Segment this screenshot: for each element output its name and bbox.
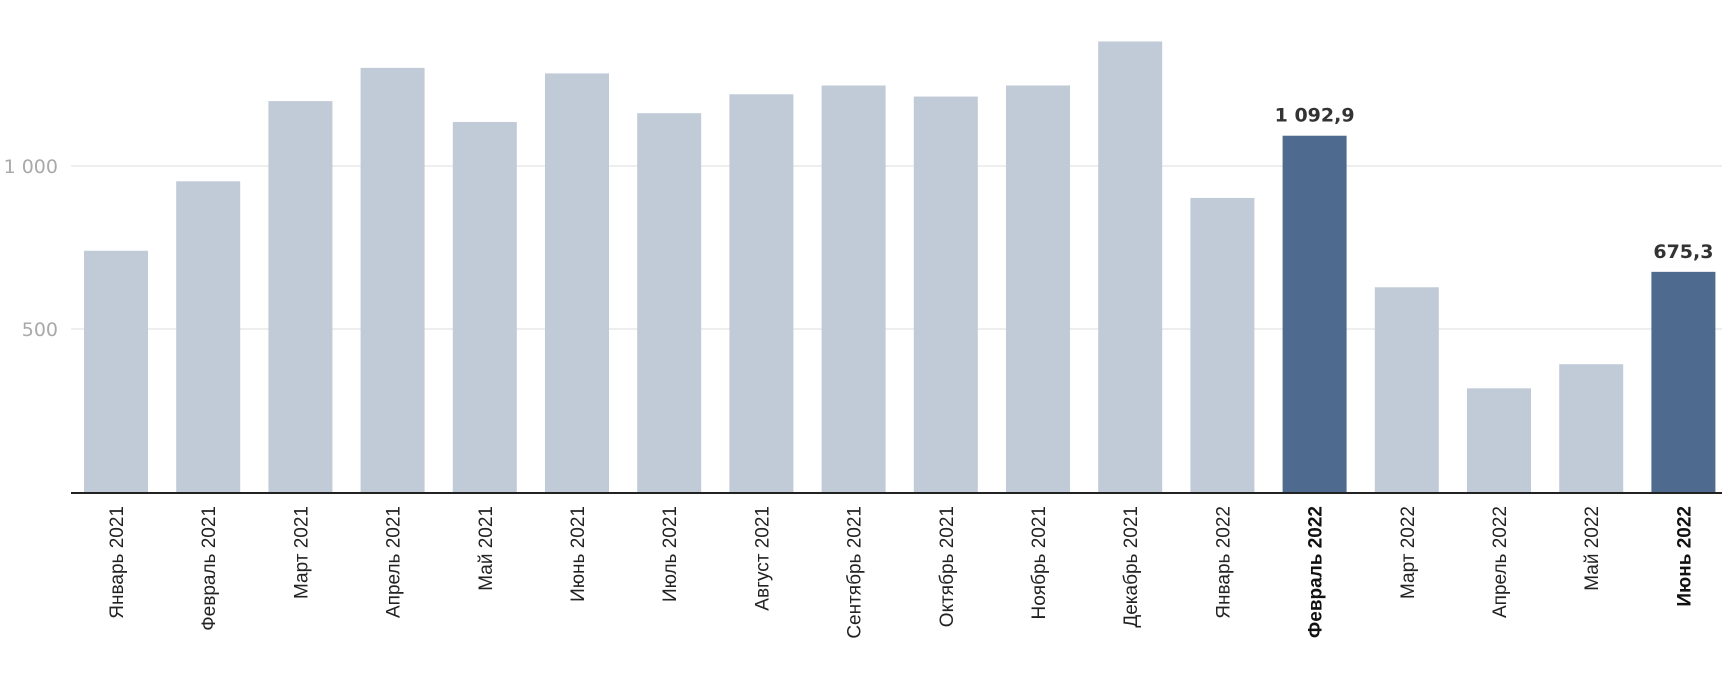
- bar: [545, 73, 609, 492]
- bar: [452, 121, 517, 493]
- bar: [1282, 135, 1347, 492]
- data-label: 675,3: [1653, 241, 1713, 263]
- x-tick-label: Апрель 2022: [1490, 506, 1511, 618]
- bar: [268, 101, 333, 492]
- bar: [1467, 388, 1531, 492]
- x-tick-label: Июнь 2021: [568, 506, 589, 602]
- x-tick-label: Март 2021: [291, 506, 312, 599]
- bar: [913, 96, 978, 492]
- y-tick-label: 500: [22, 319, 58, 341]
- x-tick-label: Февраль 2021: [199, 506, 220, 631]
- bar: [1098, 41, 1163, 493]
- x-tick-label: Ноябрь 2021: [1029, 506, 1050, 619]
- bars: [84, 41, 1716, 493]
- data-label: 1 092,9: [1275, 105, 1355, 127]
- x-tick-label: Апрель 2021: [384, 506, 405, 618]
- bar: [1651, 271, 1716, 492]
- y-axis-ticks: 500 1 000: [4, 156, 58, 341]
- x-tick-label: Декабрь 2021: [1121, 506, 1142, 628]
- x-axis-labels: Январь 2021 Февраль 2021 Март 2021 Апрель 2…: [107, 506, 1695, 639]
- y-tick-label: 1 000: [4, 156, 58, 178]
- x-tick-label: Январь 2022: [1213, 506, 1234, 619]
- gridlines: [71, 165, 1722, 330]
- bar: [729, 94, 794, 492]
- bar: [1374, 287, 1439, 492]
- x-tick-label: Октябрь 2021: [937, 506, 958, 627]
- x-tick-label: Январь 2021: [107, 506, 128, 619]
- x-tick-label: Май 2021: [476, 506, 497, 591]
- x-tick-label: Сентябрь 2021: [845, 506, 866, 639]
- x-tick-label: Август 2021: [752, 506, 773, 611]
- x-tick-label: Июль 2021: [660, 506, 681, 602]
- bar: [1006, 85, 1070, 492]
- bar: [360, 67, 425, 493]
- bar: [1559, 364, 1624, 492]
- bar: [821, 85, 886, 492]
- x-tick-label: Февраль 2022: [1306, 506, 1327, 638]
- bar: [1190, 197, 1255, 492]
- x-tick-label: Март 2022: [1398, 506, 1419, 599]
- x-tick-label: Июнь 2022: [1674, 506, 1695, 607]
- bar: [84, 250, 148, 492]
- data-labels: 1 092,9 675,3: [1275, 105, 1714, 263]
- bar: [637, 113, 702, 493]
- x-tick-label: Май 2022: [1582, 506, 1603, 591]
- bar: [176, 181, 241, 492]
